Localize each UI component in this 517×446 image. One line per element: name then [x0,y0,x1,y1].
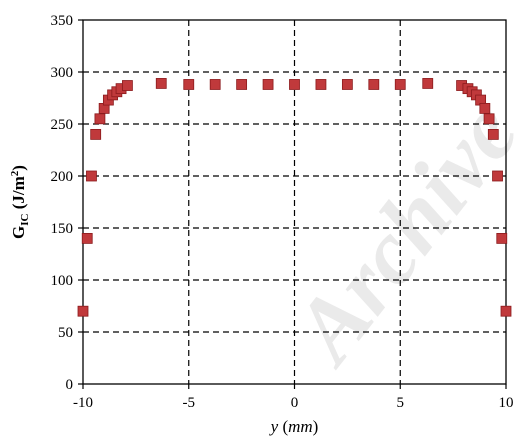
data-point [479,103,491,114]
data-point [183,79,195,90]
y-tick-label: 250 [51,117,74,133]
y-axis-title-sub: IC [19,213,31,225]
y-tick-label: 200 [51,169,74,185]
y-tick-label: 150 [51,221,74,237]
y-axis-title-sup: 2 [9,170,21,176]
y-tick-label: 350 [51,13,74,29]
data-point [492,170,503,182]
data-point [341,79,353,90]
y-axis-title: GIC (J/m2) [9,165,31,239]
data-point [368,79,380,90]
data-point [86,170,97,182]
data-point [487,128,499,140]
y-axis-title-unit: (J/m [9,176,28,213]
y-tick-label: 100 [51,273,74,289]
axis-ticks: 0 50 100 150 200 250 300 350 -10 -5 0 5 10 [51,13,514,411]
data-point [496,232,508,244]
data-point [315,79,327,90]
x-tick-label: 5 [397,395,405,411]
data-point [209,79,221,90]
watermark: Archive [271,83,517,383]
x-axis-title: y (mm) [269,417,319,436]
data-point [500,305,512,317]
y-axis-title-main: G [9,226,28,239]
x-tick-label: 10 [499,395,514,411]
x-axis-title-main: y [269,417,279,436]
data-point [483,113,495,125]
data-point [155,78,167,89]
x-tick-label: -5 [183,395,196,411]
x-tick-label: -10 [73,395,93,411]
data-point [81,232,93,244]
y-axis-title-close: ) [9,165,28,171]
x-axis-title-unit: mm [288,417,313,436]
data-point [94,113,106,125]
y-tick-label: 50 [58,325,73,341]
data-point [122,80,133,91]
x-tick-label: 0 [291,395,299,411]
y-tick-label: 300 [51,65,74,81]
data-point [262,79,274,90]
data-point [77,305,89,317]
data-point [236,79,248,90]
data-points [77,78,512,317]
data-point [422,78,434,89]
data-point [394,79,406,90]
data-point [90,128,102,140]
data-point [289,79,300,90]
y-tick-label: 0 [66,377,74,393]
